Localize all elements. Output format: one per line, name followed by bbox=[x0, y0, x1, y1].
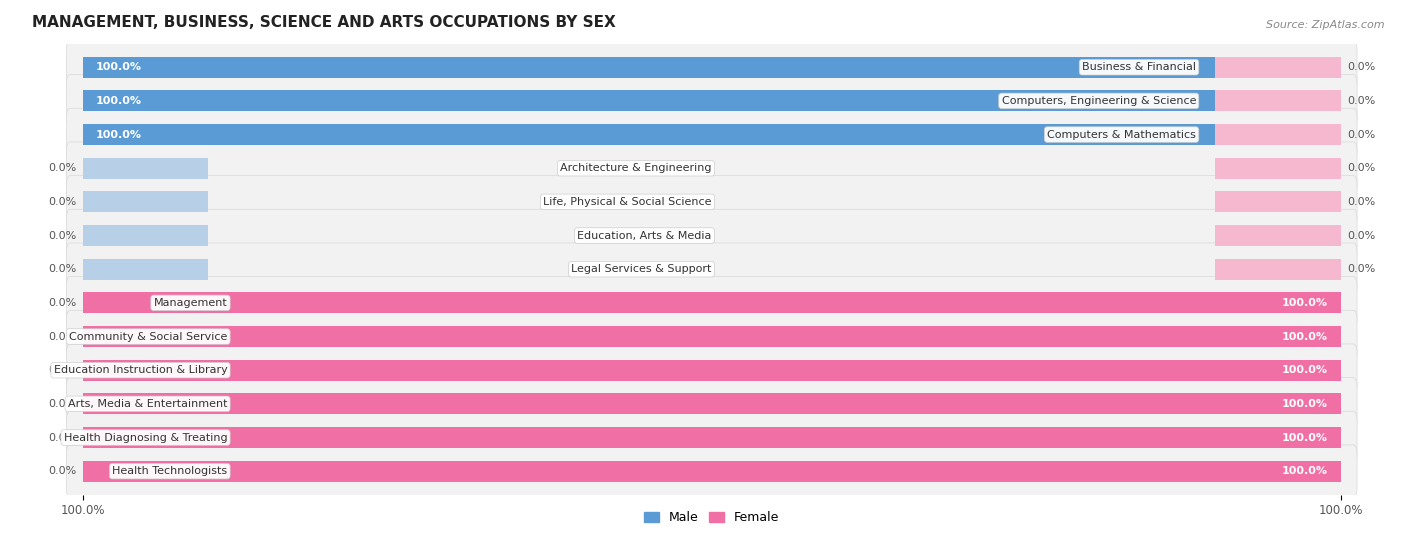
Text: Education, Arts & Media: Education, Arts & Media bbox=[578, 230, 711, 240]
Bar bbox=[1215, 124, 1341, 145]
Text: 0.0%: 0.0% bbox=[1347, 197, 1375, 207]
Bar bbox=[83, 326, 208, 347]
Bar bbox=[1215, 191, 1341, 212]
Bar bbox=[1215, 57, 1341, 78]
FancyBboxPatch shape bbox=[66, 377, 1357, 430]
Bar bbox=[83, 191, 208, 212]
Text: Source: ZipAtlas.com: Source: ZipAtlas.com bbox=[1267, 20, 1385, 30]
Legend: Male, Female: Male, Female bbox=[640, 506, 785, 529]
FancyBboxPatch shape bbox=[66, 411, 1357, 464]
Bar bbox=[83, 461, 208, 482]
Bar bbox=[83, 259, 208, 280]
Text: Arts, Media & Entertainment: Arts, Media & Entertainment bbox=[67, 399, 228, 409]
Bar bbox=[1215, 259, 1341, 280]
Bar bbox=[83, 57, 1341, 78]
Text: 0.0%: 0.0% bbox=[1347, 96, 1375, 106]
FancyBboxPatch shape bbox=[66, 209, 1357, 262]
Text: MANAGEMENT, BUSINESS, SCIENCE AND ARTS OCCUPATIONS BY SEX: MANAGEMENT, BUSINESS, SCIENCE AND ARTS O… bbox=[32, 15, 616, 30]
FancyBboxPatch shape bbox=[66, 310, 1357, 363]
Bar bbox=[83, 360, 1341, 381]
Text: 0.0%: 0.0% bbox=[1347, 62, 1375, 72]
FancyBboxPatch shape bbox=[66, 243, 1357, 296]
Bar bbox=[1215, 91, 1341, 111]
Text: Community & Social Service: Community & Social Service bbox=[69, 331, 228, 342]
Bar bbox=[83, 461, 1341, 482]
FancyBboxPatch shape bbox=[66, 142, 1357, 195]
Bar bbox=[83, 292, 1341, 313]
FancyBboxPatch shape bbox=[66, 75, 1357, 127]
Text: 0.0%: 0.0% bbox=[48, 365, 76, 375]
Text: 0.0%: 0.0% bbox=[48, 163, 76, 173]
Text: Health Diagnosing & Treating: Health Diagnosing & Treating bbox=[63, 433, 228, 443]
Text: 0.0%: 0.0% bbox=[48, 466, 76, 476]
Text: Life, Physical & Social Science: Life, Physical & Social Science bbox=[543, 197, 711, 207]
Text: 0.0%: 0.0% bbox=[48, 331, 76, 342]
Text: Computers & Mathematics: Computers & Mathematics bbox=[1047, 130, 1197, 140]
Text: Computers, Engineering & Science: Computers, Engineering & Science bbox=[1001, 96, 1197, 106]
FancyBboxPatch shape bbox=[66, 176, 1357, 228]
Bar bbox=[83, 158, 208, 179]
FancyBboxPatch shape bbox=[66, 41, 1357, 93]
Bar bbox=[83, 124, 1341, 145]
Text: 100.0%: 100.0% bbox=[96, 62, 141, 72]
Text: 100.0%: 100.0% bbox=[1282, 466, 1329, 476]
Bar bbox=[83, 394, 208, 414]
Text: 0.0%: 0.0% bbox=[48, 433, 76, 443]
Text: 0.0%: 0.0% bbox=[48, 230, 76, 240]
Text: 0.0%: 0.0% bbox=[48, 298, 76, 308]
Bar bbox=[83, 91, 1341, 111]
Text: 0.0%: 0.0% bbox=[48, 197, 76, 207]
FancyBboxPatch shape bbox=[66, 344, 1357, 396]
Text: 100.0%: 100.0% bbox=[1282, 399, 1329, 409]
Text: 100.0%: 100.0% bbox=[1282, 433, 1329, 443]
Text: Architecture & Engineering: Architecture & Engineering bbox=[560, 163, 711, 173]
Text: Education Instruction & Library: Education Instruction & Library bbox=[53, 365, 228, 375]
Text: 100.0%: 100.0% bbox=[96, 130, 141, 140]
Text: 100.0%: 100.0% bbox=[1282, 365, 1329, 375]
Text: 100.0%: 100.0% bbox=[1282, 331, 1329, 342]
FancyBboxPatch shape bbox=[66, 277, 1357, 329]
Bar bbox=[83, 225, 208, 246]
Text: Business & Financial: Business & Financial bbox=[1083, 62, 1197, 72]
Text: 0.0%: 0.0% bbox=[1347, 230, 1375, 240]
Text: 0.0%: 0.0% bbox=[1347, 264, 1375, 274]
FancyBboxPatch shape bbox=[66, 108, 1357, 161]
Bar bbox=[83, 427, 1341, 448]
Text: Health Technologists: Health Technologists bbox=[112, 466, 228, 476]
Bar bbox=[83, 427, 208, 448]
Text: 100.0%: 100.0% bbox=[96, 96, 141, 106]
Text: 0.0%: 0.0% bbox=[1347, 163, 1375, 173]
Text: 0.0%: 0.0% bbox=[48, 264, 76, 274]
Text: Legal Services & Support: Legal Services & Support bbox=[571, 264, 711, 274]
Bar bbox=[1215, 225, 1341, 246]
Text: Management: Management bbox=[153, 298, 228, 308]
Bar bbox=[83, 394, 1341, 414]
Text: 0.0%: 0.0% bbox=[1347, 130, 1375, 140]
Bar bbox=[83, 360, 208, 381]
Bar bbox=[1215, 158, 1341, 179]
Text: 0.0%: 0.0% bbox=[48, 399, 76, 409]
Bar bbox=[83, 326, 1341, 347]
Bar bbox=[83, 292, 208, 313]
FancyBboxPatch shape bbox=[66, 445, 1357, 498]
Text: 100.0%: 100.0% bbox=[1282, 298, 1329, 308]
